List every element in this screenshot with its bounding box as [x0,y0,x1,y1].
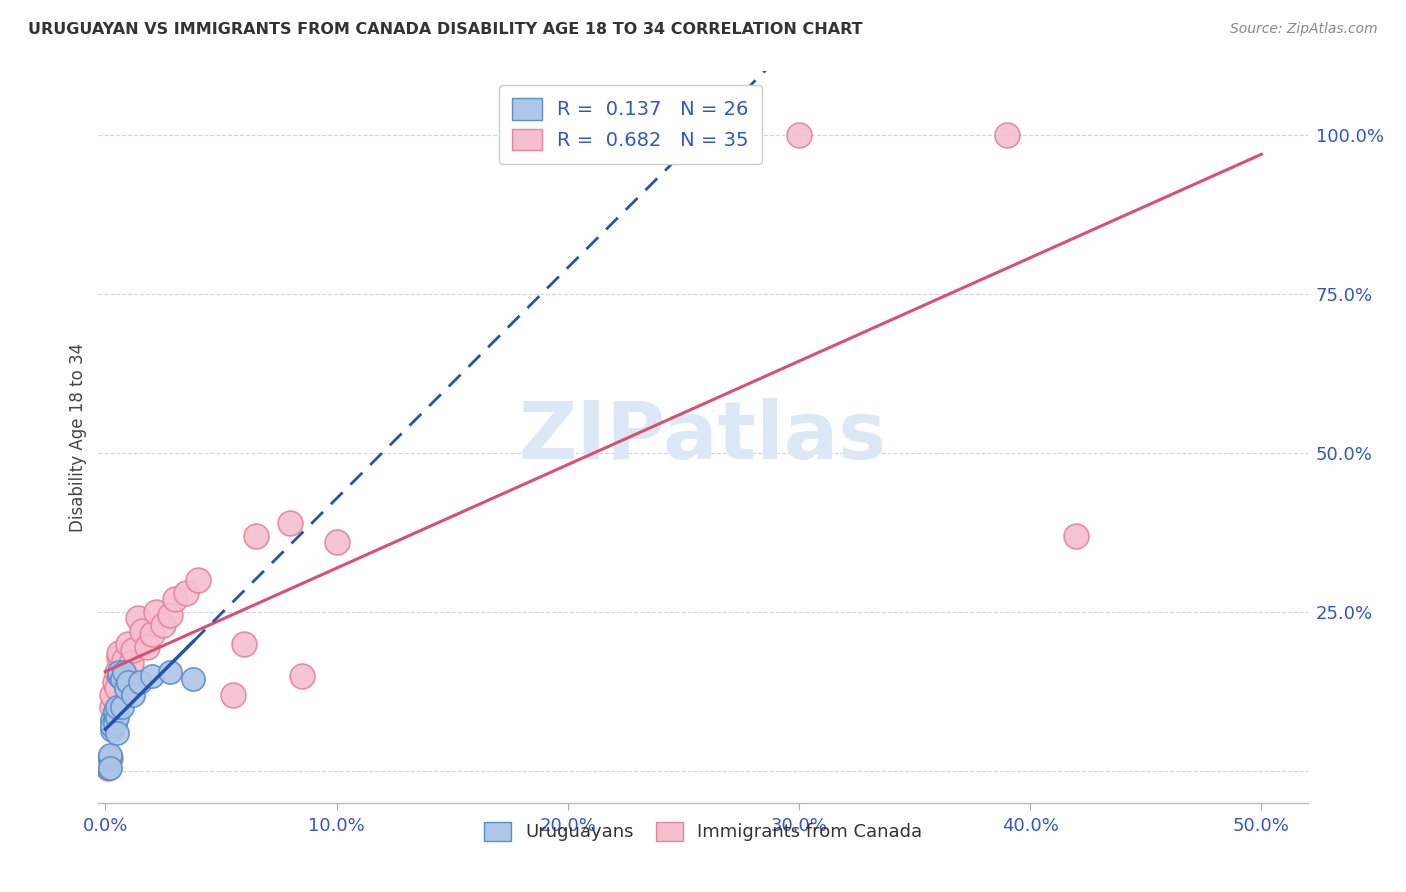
Point [141,627,163,641]
Point [181,672,204,686]
Point [122,643,145,657]
Point [117,637,139,651]
Point [291,668,314,682]
Point [104,716,127,731]
Point [110,700,132,714]
Point [1066,529,1088,543]
Point [159,608,181,623]
Y-axis label: Disability Age 18 to 34: Disability Age 18 to 34 [69,343,87,532]
Point [129,675,152,690]
Point [325,535,347,549]
Point [108,646,131,660]
Point [127,611,149,625]
Legend: Uruguayans, Immigrants from Canada: Uruguayans, Immigrants from Canada [477,814,929,848]
Point [115,668,138,682]
Point [105,665,128,680]
Point [105,681,128,696]
Text: Source: ZipAtlas.com: Source: ZipAtlas.com [1230,22,1378,37]
Point [110,665,132,680]
Point [104,704,127,718]
Point [115,681,138,696]
Point [98,751,121,765]
Point [108,649,131,664]
Point [97,757,120,772]
Point [101,700,124,714]
Point [245,529,267,543]
Point [105,700,128,714]
Point [174,586,197,600]
Point [104,706,127,721]
Point [163,592,186,607]
Point [278,516,301,530]
Point [787,128,810,142]
Point [145,605,167,619]
Point [101,719,124,733]
Text: ZIPatlas: ZIPatlas [519,398,887,476]
Point [221,688,243,702]
Point [112,653,135,667]
Point [105,710,128,724]
Point [104,675,127,690]
Point [117,675,139,690]
Point [98,748,121,763]
Point [110,672,132,686]
Point [105,726,128,740]
Text: URUGUAYAN VS IMMIGRANTS FROM CANADA DISABILITY AGE 18 TO 34 CORRELATION CHART: URUGUAYAN VS IMMIGRANTS FROM CANADA DISA… [28,22,863,37]
Point [108,668,131,682]
Point [159,665,181,680]
Point [233,637,256,651]
Point [136,640,159,654]
Point [131,624,153,638]
Point [112,665,135,680]
Point [101,723,124,737]
Point [122,688,145,702]
Point [97,761,120,775]
Point [187,573,209,587]
Point [104,713,127,727]
Point [98,751,121,765]
Point [98,761,121,775]
Point [97,761,120,775]
Point [141,668,163,682]
Point [152,617,174,632]
Point [108,665,131,680]
Point [995,128,1018,142]
Point [101,713,124,727]
Point [101,688,124,702]
Point [120,656,142,670]
